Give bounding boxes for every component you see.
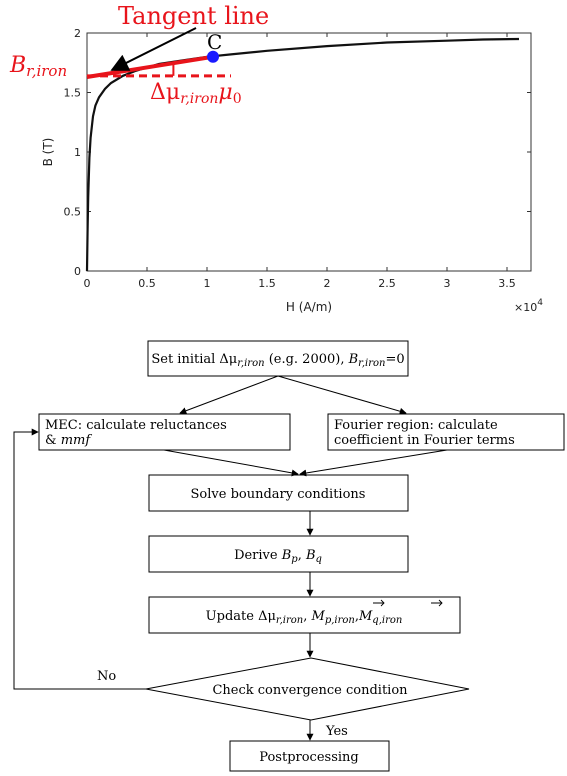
- point-c-label: C: [207, 30, 222, 54]
- x-tick-label: 3: [444, 277, 451, 290]
- x-tick-label: 0: [84, 277, 91, 290]
- update-box: [148, 596, 461, 634]
- x-tick-label: 0.5: [138, 277, 156, 290]
- flow-arrows: [13, 375, 448, 741]
- y-axis-ticks: 0 0.5 1 1.5 2: [64, 27, 531, 278]
- derive-box: [148, 535, 409, 573]
- no-label: No: [97, 669, 116, 684]
- solve-text: Solve boundary conditions: [191, 487, 366, 502]
- x-tick-label: 1: [204, 277, 211, 290]
- point-c-marker: [207, 50, 219, 63]
- derive-text: Derive Bp, Bq: [234, 548, 322, 565]
- convergence-text: Check convergence condition: [212, 683, 408, 698]
- vector-arrow-mp: [373, 599, 385, 607]
- fourier-text-line2: coefficient in Fourier terms: [334, 433, 515, 448]
- y-tick-label: 0: [74, 265, 81, 278]
- postprocessing-text: Postprocessing: [259, 750, 358, 765]
- x-axis-multiplier: ×104: [514, 298, 543, 314]
- x-tick-label: 1.5: [258, 277, 276, 290]
- x-tick-label: 3.5: [498, 277, 516, 290]
- yes-label: Yes: [325, 724, 348, 739]
- y-axis-label: B (T): [41, 138, 55, 167]
- mec-box: [38, 413, 291, 451]
- flowchart: Set initial Δμr,iron (e.g. 2000), Br,iro…: [13, 340, 565, 772]
- b-r-iron-label: Br,iron: [9, 53, 67, 80]
- delta-mu-label: Δμr,ironμ0: [150, 80, 242, 107]
- convergence-diamond: [145, 657, 470, 721]
- y-tick-label: 1.5: [64, 87, 82, 100]
- tangent-line-label: Tangent line: [118, 2, 269, 30]
- x-axis-ticks: 0 0.5 1 1.5 2 2.5 3 3.5: [84, 33, 516, 290]
- update-text: Update Δμr,iron, Mp,iron,Mq,iron: [206, 609, 403, 626]
- mec-text-line2: & mmf: [45, 433, 92, 448]
- bh-curve-chart: 0 0.5 1 1.5 2 2.5 3 3.5 0 0.5 1 1.5 2 H (A/m) B (T)…: [9, 2, 543, 314]
- tangent-line: [86, 54, 214, 80]
- bh-curve-line: [85, 37, 520, 272]
- x-tick-label: 2: [324, 277, 331, 290]
- plot-frame: [86, 32, 532, 272]
- tangent-label-arrow: [110, 27, 197, 71]
- y-tick-label: 2: [74, 27, 81, 40]
- mec-text-line1: MEC: calculate reluctances: [45, 418, 227, 433]
- x-tick-label: 2.5: [378, 277, 396, 290]
- y-tick-label: 1: [74, 146, 81, 159]
- vector-arrow-mq: [431, 599, 443, 607]
- set-initial-text: Set initial Δμr,iron (e.g. 2000), Br,iro…: [151, 352, 404, 369]
- y-tick-label: 0.5: [64, 206, 82, 219]
- postprocessing-box: [229, 740, 390, 772]
- fourier-text-line1: Fourier region: calculate: [334, 418, 498, 433]
- fourier-box: [327, 413, 565, 451]
- x-axis-label: H (A/m): [286, 300, 332, 314]
- solve-box: [148, 474, 409, 512]
